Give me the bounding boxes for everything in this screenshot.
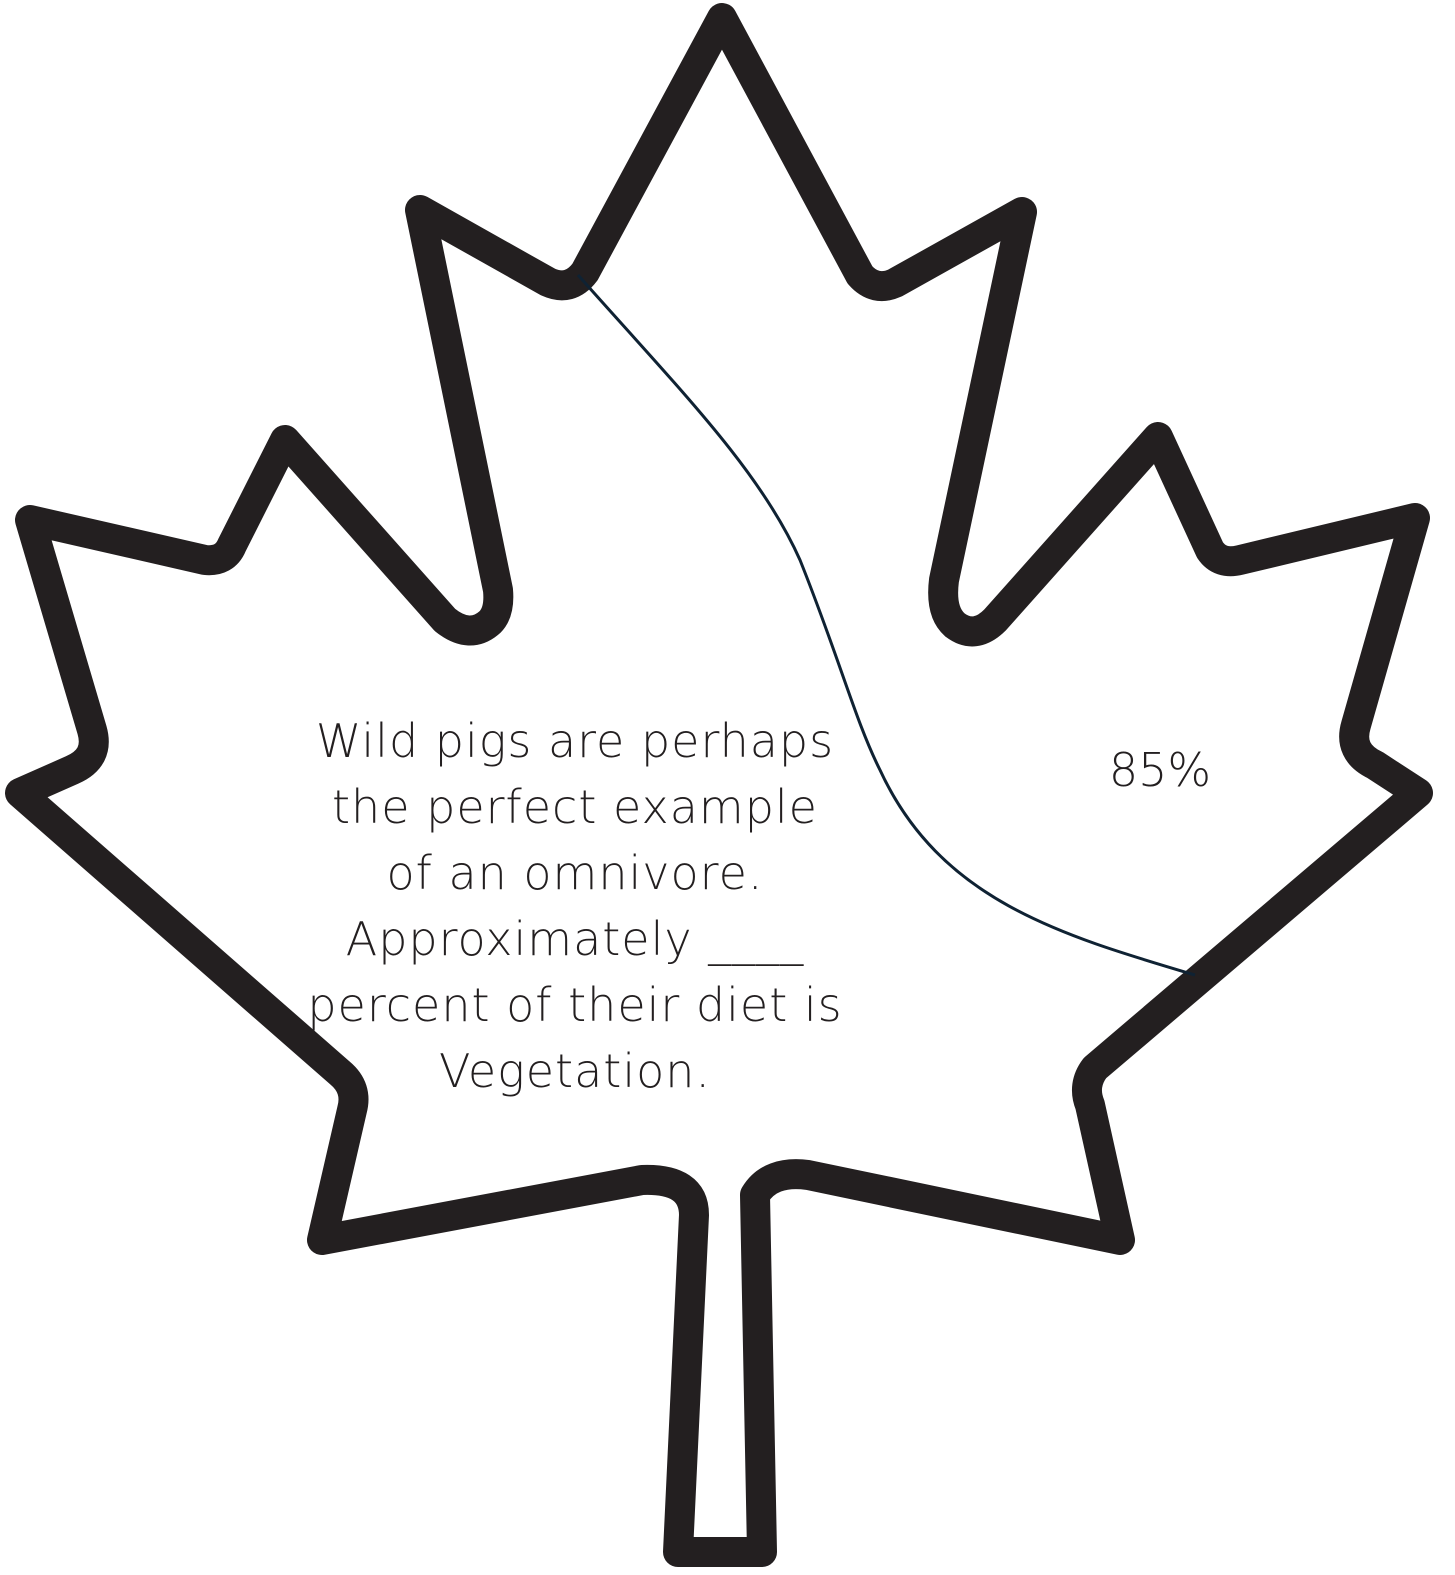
question-line: of an omnivore. xyxy=(386,846,764,900)
divider-line xyxy=(576,274,1196,977)
answer-value: 85% xyxy=(1108,743,1212,797)
question-line: Wild pigs are perhaps xyxy=(315,714,835,768)
question-line: Vegetation. xyxy=(438,1044,712,1098)
question-line: the perfect example xyxy=(332,780,818,834)
maple-leaf-outline xyxy=(5,3,1433,1567)
question-line: Approximately ____ xyxy=(345,912,805,966)
question-line: percent of their diet is xyxy=(307,978,843,1032)
question-text: Wild pigs are perhaps the perfect exampl… xyxy=(300,708,850,1104)
